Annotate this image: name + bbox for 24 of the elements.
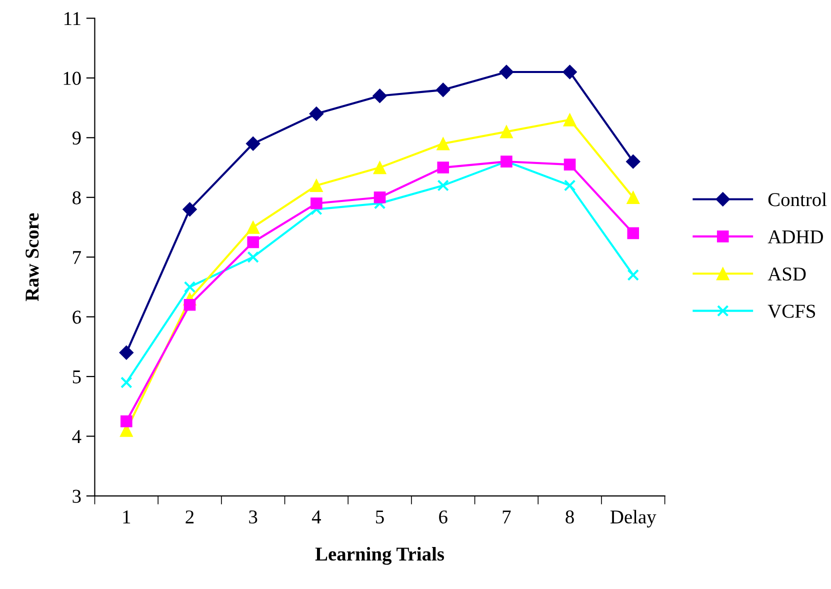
y-tick-label: 6 xyxy=(72,310,81,324)
y-tick-label: 10 xyxy=(64,72,81,85)
legend-label: VCFS xyxy=(768,304,816,318)
legend-label: ASD xyxy=(768,268,806,281)
legend-label: Control xyxy=(768,192,827,206)
legend-label: ADHD xyxy=(768,230,823,244)
y-axis-title: Raw Score xyxy=(26,213,39,302)
y-tick-label: 7 xyxy=(73,251,81,264)
y-tick-label: 3 xyxy=(72,490,81,503)
x-tick-label: 8 xyxy=(566,510,574,524)
x-axis-title: Learning Trials xyxy=(315,546,444,565)
y-tick-label: 5 xyxy=(72,370,81,384)
y-tick-label: 8 xyxy=(72,191,81,204)
x-tick-label: 5 xyxy=(376,510,384,524)
x-tick-label: 7 xyxy=(502,510,511,524)
x-tick-label: 6 xyxy=(439,510,448,524)
x-tick-label: 1 xyxy=(123,510,130,524)
x-tick-label: 2 xyxy=(186,510,194,524)
y-tick-label: 4 xyxy=(72,430,82,443)
y-tick-label: 9 xyxy=(72,132,81,145)
x-tick-label: Delay xyxy=(610,510,656,528)
x-tick-label: 4 xyxy=(312,510,321,524)
y-tick-label: 11 xyxy=(64,12,80,26)
x-tick-label: 3 xyxy=(249,510,258,524)
